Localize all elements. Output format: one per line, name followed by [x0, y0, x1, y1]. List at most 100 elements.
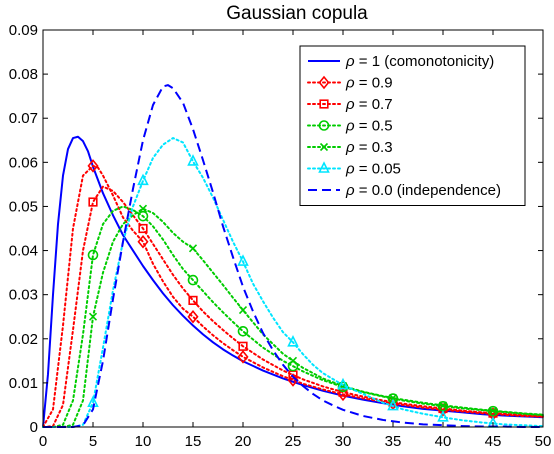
legend-label-text: = 0.05: [355, 161, 401, 178]
marker-stroke: [188, 244, 198, 253]
axes: 0 5 10 15 20 25 30 35 40 45 50 0 0.01 0.02 0.03 0.04 0.0…: [9, 22, 552, 450]
series-line: [42, 137, 544, 428]
x-tick-label: 0: [39, 433, 47, 450]
legend-label-text: = 0.3: [355, 139, 393, 156]
legend-rho-symbol: ρ: [345, 96, 355, 113]
legend-label: ρ = 1 (comonotonicity): [345, 53, 494, 70]
series-3: [42, 205, 544, 428]
legend-rho-symbol: ρ: [345, 75, 355, 92]
x-tick-label: 25: [285, 433, 302, 450]
marker-stroke: [388, 393, 398, 402]
legend-marker: [318, 161, 330, 173]
data-point: [88, 312, 98, 321]
marker-stroke: [288, 356, 298, 365]
data-point: [188, 244, 198, 253]
data-point: [488, 406, 498, 415]
legend-label: ρ = 0.7: [345, 96, 393, 113]
data-point: [238, 306, 248, 315]
legend-entry-4: ρ = 0.3: [307, 139, 393, 156]
x-tick-label: 15: [185, 433, 202, 450]
legend-entry-2: ρ = 0.7: [307, 96, 393, 113]
x-tick-label: 40: [435, 433, 452, 450]
legend-label-text: = 0.7: [355, 96, 393, 113]
y-tick-label: 0.09: [9, 22, 38, 39]
data-point: [237, 350, 249, 364]
series-line: [42, 205, 544, 428]
y-tick-label: 0.01: [9, 375, 38, 392]
legend-rho-symbol: ρ: [345, 118, 355, 135]
series-line: [42, 185, 544, 428]
y-tick-label: 0.03: [9, 287, 38, 304]
marker-stroke: [238, 306, 248, 315]
x-tick-label: 10: [135, 433, 152, 450]
plot-area: [42, 84, 544, 428]
legend-rho-symbol: ρ: [345, 161, 355, 178]
data-point: [187, 274, 199, 286]
data-point: [87, 249, 99, 261]
legend-label-text: = 0.5: [355, 118, 393, 135]
data-point: [238, 341, 248, 351]
data-point: [237, 325, 249, 337]
x-tick-label: 50: [535, 433, 552, 450]
data-point: [287, 335, 299, 347]
y-tick-label: 0.07: [9, 110, 38, 127]
data-point: [187, 154, 199, 166]
legend-label: ρ = 0.0 (independence): [345, 182, 501, 199]
data-point: [137, 173, 149, 186]
y-tick-label: 0.04: [9, 243, 38, 260]
legend-marker: [319, 142, 329, 152]
x-tick-label: 30: [335, 433, 352, 450]
legend-marker: [319, 99, 329, 109]
x-tick-label: 20: [235, 433, 252, 450]
legend-entry-3: ρ = 0.5: [307, 118, 393, 135]
data-point: [137, 234, 149, 249]
legend-label-text: = 0.0 (independence): [355, 182, 501, 199]
series-line: [43, 84, 543, 428]
series-4: [42, 204, 544, 428]
data-point: [188, 295, 198, 306]
legend-entry-1: ρ = 0.9: [307, 75, 393, 92]
legend-label-text: = 1 (comonotonicity): [355, 53, 495, 70]
chart-title: Gaussian copula: [226, 3, 368, 24]
data-point: [88, 197, 98, 207]
legend-label: ρ = 0.9: [345, 75, 393, 92]
data-point: [138, 204, 148, 213]
data-point: [138, 223, 148, 234]
data-point: [87, 159, 99, 173]
legend-label: ρ = 0.5: [345, 118, 393, 135]
series-line: [42, 207, 544, 428]
legend-label-text: = 0.9: [355, 75, 393, 92]
data-point: [137, 210, 149, 222]
data-point: [187, 309, 199, 324]
data-point: [288, 356, 298, 365]
series-0: [42, 135, 544, 428]
series-line: [42, 164, 544, 428]
data-point: [337, 377, 349, 390]
x-tick-label: 35: [385, 433, 402, 450]
series-2: [42, 185, 544, 428]
legend-rho-symbol: ρ: [345, 53, 355, 70]
marker-stroke: [88, 312, 98, 321]
series-6: [43, 84, 543, 428]
y-tick-label: 0.08: [9, 66, 38, 83]
legend-entry-6: ρ = 0.0 (independence): [308, 182, 501, 199]
legend-label: ρ = 0.05: [345, 161, 401, 178]
x-tick-label: 5: [89, 433, 97, 450]
marker-stroke: [438, 401, 448, 410]
legend-entry-0: ρ = 1 (comonotonicity): [308, 53, 494, 70]
data-point: [388, 393, 398, 402]
legend: ρ = 1 (comonotonicity)ρ = 0.9ρ = 0.7ρ = …: [299, 45, 526, 206]
data-point: [387, 398, 399, 411]
y-tick-label: 0.02: [9, 331, 38, 348]
y-tick-label: 0.05: [9, 198, 38, 215]
marker-stroke: [488, 406, 498, 415]
x-tick-label: 45: [485, 433, 502, 450]
y-tick-label: 0.06: [9, 154, 38, 171]
legend-marker: [318, 120, 330, 131]
legend-rho-symbol: ρ: [345, 139, 355, 156]
legend-marker: [318, 75, 330, 90]
y-tick-label: 0: [30, 419, 38, 436]
legend-entry-5: ρ = 0.05: [307, 161, 401, 178]
